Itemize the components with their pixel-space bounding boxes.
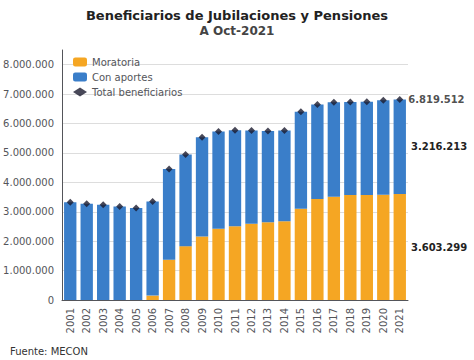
svg-text:5.000.000: 5.000.000 xyxy=(3,147,54,158)
svg-text:2007: 2007 xyxy=(164,308,175,333)
svg-text:2017: 2017 xyxy=(328,308,339,333)
svg-text:2006: 2006 xyxy=(147,308,158,333)
svg-text:7.000.000: 7.000.000 xyxy=(3,89,54,100)
svg-text:2012: 2012 xyxy=(246,308,257,333)
svg-text:8.000.000: 8.000.000 xyxy=(3,59,54,70)
svg-text:3.216.213: 3.216.213 xyxy=(411,141,467,152)
svg-text:2019: 2019 xyxy=(361,308,372,333)
svg-text:Total beneficiarios: Total beneficiarios xyxy=(91,87,182,98)
svg-text:2.000.000: 2.000.000 xyxy=(3,236,54,247)
svg-text:3.000.000: 3.000.000 xyxy=(3,206,54,217)
svg-text:2020: 2020 xyxy=(378,308,389,333)
svg-text:2010: 2010 xyxy=(213,308,224,333)
svg-text:Con aportes: Con aportes xyxy=(92,72,153,83)
svg-text:2005: 2005 xyxy=(131,308,142,333)
svg-text:2011: 2011 xyxy=(230,308,241,333)
svg-text:2021: 2021 xyxy=(394,308,405,333)
svg-text:2009: 2009 xyxy=(197,308,208,333)
svg-text:2016: 2016 xyxy=(312,308,323,333)
svg-text:2002: 2002 xyxy=(81,308,92,333)
svg-text:Beneficiarios de Jubilaciones: Beneficiarios de Jubilaciones y Pensione… xyxy=(86,8,388,23)
svg-text:6.819.512: 6.819.512 xyxy=(408,94,464,105)
svg-text:2008: 2008 xyxy=(180,308,191,333)
svg-text:2004: 2004 xyxy=(114,308,125,333)
svg-text:2018: 2018 xyxy=(345,308,356,333)
svg-text:2001: 2001 xyxy=(65,308,76,333)
svg-text:Moratoria: Moratoria xyxy=(92,57,140,68)
svg-text:2015: 2015 xyxy=(295,308,306,333)
svg-text:2013: 2013 xyxy=(262,308,273,333)
svg-text:6.000.000: 6.000.000 xyxy=(3,118,54,129)
svg-text:1.000.000: 1.000.000 xyxy=(3,265,54,276)
svg-text:0: 0 xyxy=(48,295,54,306)
svg-text:2003: 2003 xyxy=(98,308,109,333)
svg-text:2014: 2014 xyxy=(279,308,290,333)
svg-text:Fuente: MECON: Fuente: MECON xyxy=(10,346,88,357)
svg-text:A Oct-2021: A Oct-2021 xyxy=(200,24,275,38)
svg-text:3.603.299: 3.603.299 xyxy=(411,242,467,253)
svg-text:4.000.000: 4.000.000 xyxy=(3,177,54,188)
